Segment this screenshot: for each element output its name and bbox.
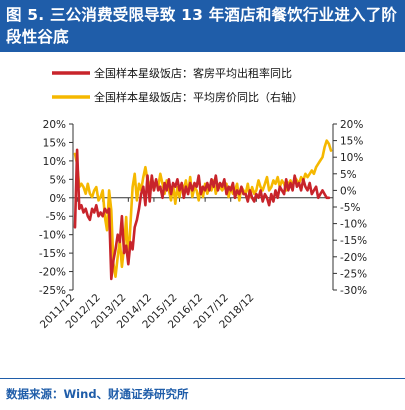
right-tick-label: 20% — [340, 119, 363, 131]
plot-lines — [73, 139, 333, 281]
legend: 全国样本星级饭店：客房平均出租率同比 全国样本星级饭店：平均房价同比（右轴） — [52, 66, 303, 104]
left-tick-label: 20% — [43, 119, 66, 131]
right-tick-label: -15% — [340, 235, 367, 247]
right-tick-label: -25% — [340, 268, 367, 280]
right-tick-label: 10% — [340, 152, 363, 164]
right-axis: 20% 15% 10% 5% 0% -5% -10% -15% -20% -25% -30% — [332, 119, 367, 297]
right-tick-label: -10% — [340, 219, 367, 231]
right-tick-label: -20% — [340, 252, 367, 264]
left-tick-label: -10% — [39, 230, 66, 242]
left-tick-label: 10% — [43, 156, 66, 168]
left-axis: 20% 15% 10% 5% 0% -5% -10% -15% -20% -25% — [39, 119, 74, 297]
series-line-occupancy — [73, 148, 331, 281]
left-tick-label: 5% — [49, 174, 66, 186]
data-source-note: 数据来源：Wind、财通证券研究所 — [6, 387, 189, 401]
right-tick-label: 15% — [340, 136, 363, 148]
legend-label-occupancy: 全国样本星级饭店：客房平均出租率同比 — [94, 66, 292, 80]
left-tick-label: -5% — [46, 211, 66, 223]
left-tick-label: 15% — [43, 137, 66, 149]
left-tick-label: -25% — [39, 285, 66, 297]
x-axis: 2011/122012/122013/122014/122015/122016/… — [38, 197, 333, 331]
left-tick-label: 0% — [49, 193, 66, 205]
left-tick-label: -20% — [39, 267, 66, 279]
right-tick-label: 0% — [340, 185, 357, 197]
line-chart: 全国样本星级饭店：客房平均出租率同比 全国样本星级饭店：平均房价同比（右轴） 2… — [38, 66, 367, 331]
source-divider — [0, 378, 405, 379]
right-tick-label: -5% — [340, 202, 360, 214]
figure-title-bar: 图 5. 三公消费受限导致 13 年酒店和餐饮行业进入了阶段性谷底 — [0, 0, 405, 52]
right-tick-label: -30% — [340, 285, 367, 297]
figure-title: 图 5. 三公消费受限导致 13 年酒店和餐饮行业进入了阶段性谷底 — [6, 6, 398, 46]
right-tick-label: 5% — [340, 169, 357, 181]
legend-label-price: 全国样本星级饭店：平均房价同比（右轴） — [94, 90, 303, 104]
left-tick-label: -15% — [39, 248, 66, 260]
